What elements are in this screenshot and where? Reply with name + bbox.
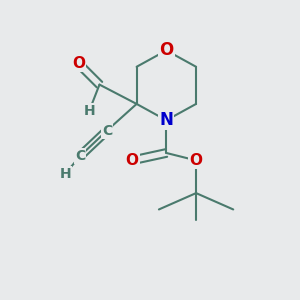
Text: N: N <box>159 111 173 129</box>
Text: C: C <box>75 149 85 163</box>
Text: H: H <box>83 104 95 118</box>
Text: O: O <box>72 56 85 71</box>
Text: O: O <box>159 41 173 59</box>
Text: C: C <box>102 124 112 138</box>
Text: O: O <box>190 153 202 168</box>
Text: H: H <box>59 167 71 181</box>
Text: O: O <box>126 153 139 168</box>
